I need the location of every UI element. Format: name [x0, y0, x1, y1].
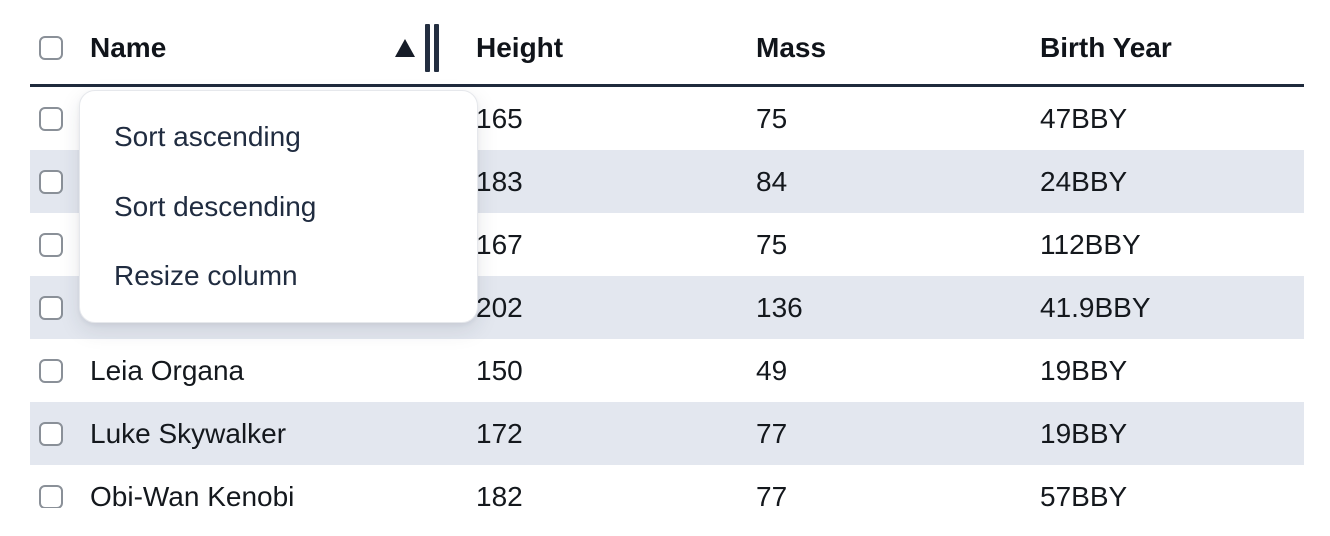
cell-mass: 49: [756, 354, 788, 386]
cell-height: 172: [476, 417, 523, 449]
column-header-name-label: Name: [90, 32, 167, 63]
cell-mass: 75: [756, 228, 788, 260]
cell-height: 167: [476, 228, 523, 260]
column-header-birth-year[interactable]: Birth Year: [1028, 12, 1304, 84]
select-all-checkbox[interactable]: [39, 36, 63, 60]
cell-height: 202: [476, 291, 523, 323]
sort-ascending-icon: [395, 39, 415, 57]
row-checkbox[interactable]: [39, 232, 63, 257]
column-resize-handle[interactable]: [425, 24, 439, 72]
table-row: Obi-Wan Kenobi 182 77 57BBY: [30, 465, 1304, 508]
select-all-cell: [30, 12, 78, 84]
cell-birth-year: 19BBY: [1040, 354, 1128, 386]
column-header-name[interactable]: Name: [78, 12, 452, 84]
cell-birth-year: 19BBY: [1040, 417, 1128, 449]
cell-mass: 136: [756, 291, 803, 323]
menu-item-sort-ascending[interactable]: Sort ascending: [114, 120, 301, 152]
cell-mass: 77: [756, 417, 788, 449]
resize-bar-icon: [425, 24, 430, 72]
menu-item-resize-column[interactable]: Resize column: [114, 260, 298, 292]
cell-birth-year: 112BBY: [1040, 228, 1141, 260]
table-header-row: Name Height Mass Birth Year: [30, 0, 1304, 87]
cell-height: 150: [476, 354, 523, 386]
column-header-birth-year-label: Birth Year: [1040, 32, 1172, 63]
cell-mass: 84: [756, 165, 788, 197]
row-checkbox[interactable]: [39, 484, 63, 508]
row-checkbox[interactable]: [39, 169, 63, 194]
table-row: Leia Organa 150 49 19BBY: [30, 339, 1304, 402]
cell-birth-year: 47BBY: [1040, 102, 1128, 134]
column-header-height-label: Height: [476, 32, 564, 63]
column-context-menu: Sort ascending Sort descending Resize co…: [79, 90, 478, 323]
cell-height: 183: [476, 165, 523, 197]
cell-name: Luke Skywalker: [90, 417, 287, 449]
table-row: Luke Skywalker 172 77 19BBY: [30, 402, 1304, 465]
cell-birth-year: 57BBY: [1040, 480, 1128, 509]
row-checkbox[interactable]: [39, 295, 63, 320]
row-checkbox[interactable]: [39, 106, 63, 131]
row-checkbox[interactable]: [39, 358, 63, 383]
resize-bar-icon: [434, 24, 439, 72]
column-header-height[interactable]: Height: [452, 12, 740, 84]
column-header-mass[interactable]: Mass: [740, 12, 1028, 84]
cell-name: Leia Organa: [90, 354, 245, 386]
column-header-mass-label: Mass: [756, 32, 827, 63]
cell-height: 165: [476, 102, 523, 134]
cell-mass: 77: [756, 480, 788, 509]
cell-mass: 75: [756, 102, 788, 134]
row-checkbox[interactable]: [39, 421, 63, 446]
cell-height: 182: [476, 480, 523, 509]
cell-name: Obi-Wan Kenobi: [90, 480, 295, 509]
cell-birth-year: 41.9BBY: [1040, 291, 1151, 323]
menu-item-sort-descending[interactable]: Sort descending: [114, 190, 317, 222]
cell-birth-year: 24BBY: [1040, 165, 1128, 197]
